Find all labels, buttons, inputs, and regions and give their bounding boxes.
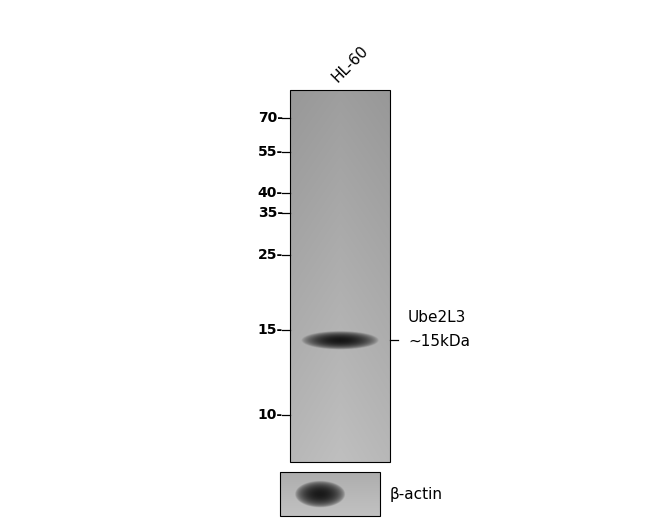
Text: 35-: 35- [258,206,283,220]
Bar [280,472,380,516]
Text: HL-60: HL-60 [330,43,372,85]
Text: 25-: 25- [258,248,283,262]
Text: β-actin: β-actin [390,487,443,501]
Text: 15-: 15- [258,323,283,337]
Text: 40-: 40- [258,186,283,200]
Bar [290,90,390,462]
Text: 70-: 70- [258,111,283,125]
Text: ~15kDa: ~15kDa [408,334,470,349]
Text: 10-: 10- [258,408,283,422]
Text: Ube2L3: Ube2L3 [408,310,467,326]
Text: 55-: 55- [258,145,283,159]
